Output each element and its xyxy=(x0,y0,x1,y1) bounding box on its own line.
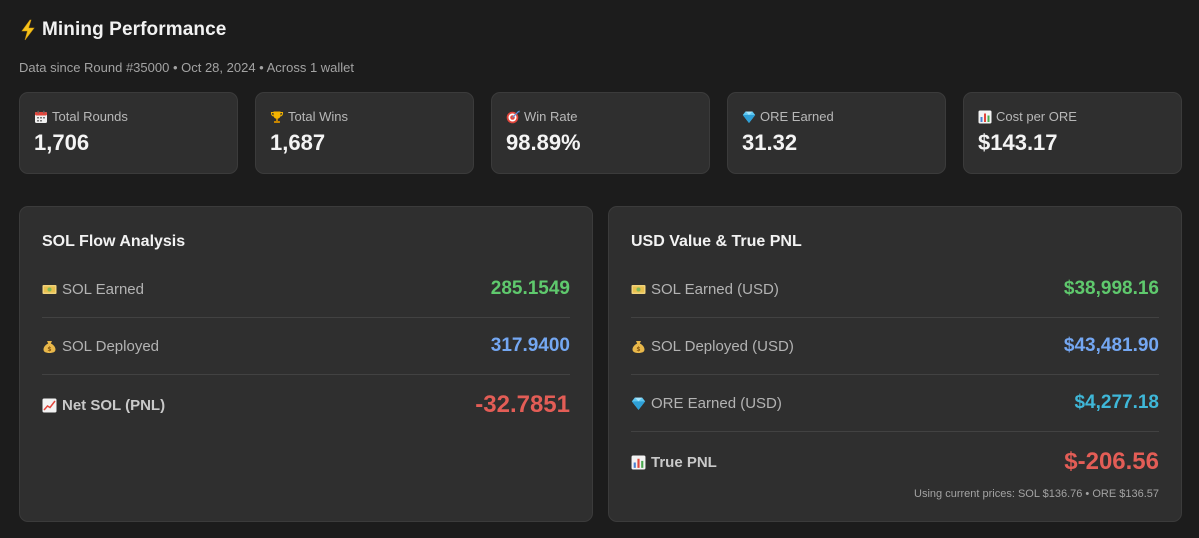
stat-value: $143.17 xyxy=(978,130,1058,155)
ore-earned-usd-row: ORE Earned (USD) $4,277.18 xyxy=(631,375,1159,432)
stat-label: Win Rate xyxy=(524,109,578,124)
banknote-icon xyxy=(631,282,646,297)
price-footnote: Using current prices: SOL $136.76 • ORE … xyxy=(914,488,1159,500)
stat-label: ORE Earned xyxy=(760,109,834,124)
svg-text:$: $ xyxy=(636,346,640,353)
row-value: 285.1549 xyxy=(490,278,570,299)
stat-value: 31.32 xyxy=(742,130,798,155)
stats-row: Total Rounds 1,706 Total Wins 1,687 xyxy=(19,92,1182,174)
page-subtitle: Data since Round #35000 • Oct 28, 2024 •… xyxy=(19,60,355,75)
trend-chart-icon xyxy=(42,398,57,413)
panel-title: SOL Flow Analysis xyxy=(42,233,186,250)
row-label: True PNL xyxy=(651,453,717,471)
panel-title: USD Value & True PNL xyxy=(631,233,802,250)
banknote-icon xyxy=(42,282,57,297)
row-label: Net SOL (PNL) xyxy=(62,396,166,414)
stat-value: 98.89% xyxy=(506,130,581,155)
lightning-bolt-icon xyxy=(19,19,37,41)
row-label: SOL Deployed (USD) xyxy=(651,337,794,355)
sol-deployed-usd-row: $ SOL Deployed (USD) $43,481.90 xyxy=(631,318,1159,375)
row-label: SOL Earned xyxy=(62,280,144,298)
bar-chart-icon xyxy=(631,455,646,470)
usd-value-panel: USD Value & True PNL SOL Earned (USD) $3… xyxy=(608,206,1182,522)
stat-label: Total Wins xyxy=(288,109,348,124)
target-icon xyxy=(506,109,520,124)
stat-card-cost-per-ore: Cost per ORE $143.17 xyxy=(963,92,1182,174)
row-value: $43,481.90 xyxy=(1063,335,1159,356)
page-header: Mining Performance Data since Round #350… xyxy=(19,17,1169,75)
stat-label: Total Rounds xyxy=(52,109,128,124)
money-bag-icon: $ xyxy=(42,339,57,354)
page-title: Mining Performance xyxy=(42,19,227,40)
sol-earned-row: SOL Earned 285.1549 xyxy=(42,261,570,318)
trophy-icon xyxy=(270,110,284,124)
sol-earned-usd-row: SOL Earned (USD) $38,998.16 xyxy=(631,261,1159,318)
money-bag-icon: $ xyxy=(631,339,646,354)
stat-value: 1,706 xyxy=(34,130,90,155)
sol-deployed-row: $ SOL Deployed 317.9400 xyxy=(42,318,570,375)
row-value: $-206.56 xyxy=(1064,448,1159,475)
sol-flow-panel: SOL Flow Analysis SOL Earned 285.1549 xyxy=(19,206,593,522)
stat-card-total-rounds: Total Rounds 1,706 xyxy=(19,92,238,174)
true-pnl-row: True PNL $-206.56 xyxy=(631,432,1159,492)
row-label: SOL Deployed xyxy=(62,337,160,355)
stat-label: Cost per ORE xyxy=(996,109,1077,124)
row-label: ORE Earned (USD) xyxy=(651,394,782,412)
row-value: 317.9400 xyxy=(490,335,570,356)
svg-text:$: $ xyxy=(47,346,51,353)
stat-card-ore-earned: ORE Earned 31.32 xyxy=(727,92,946,174)
calendar-icon xyxy=(34,110,48,124)
row-label: SOL Earned (USD) xyxy=(651,280,779,298)
row-value: -32.7851 xyxy=(475,391,570,418)
bar-chart-icon xyxy=(978,110,992,124)
stat-value: 1,687 xyxy=(270,130,326,155)
net-sol-row: Net SOL (PNL) -32.7851 xyxy=(42,375,570,435)
row-value: $38,998.16 xyxy=(1063,278,1159,299)
stat-card-total-wins: Total Wins 1,687 xyxy=(255,92,474,174)
stat-card-win-rate: Win Rate 98.89% xyxy=(491,92,710,174)
row-value: $4,277.18 xyxy=(1074,392,1159,413)
gem-icon xyxy=(631,396,646,411)
gem-icon xyxy=(742,110,756,124)
title-row: Mining Performance xyxy=(19,17,1169,43)
